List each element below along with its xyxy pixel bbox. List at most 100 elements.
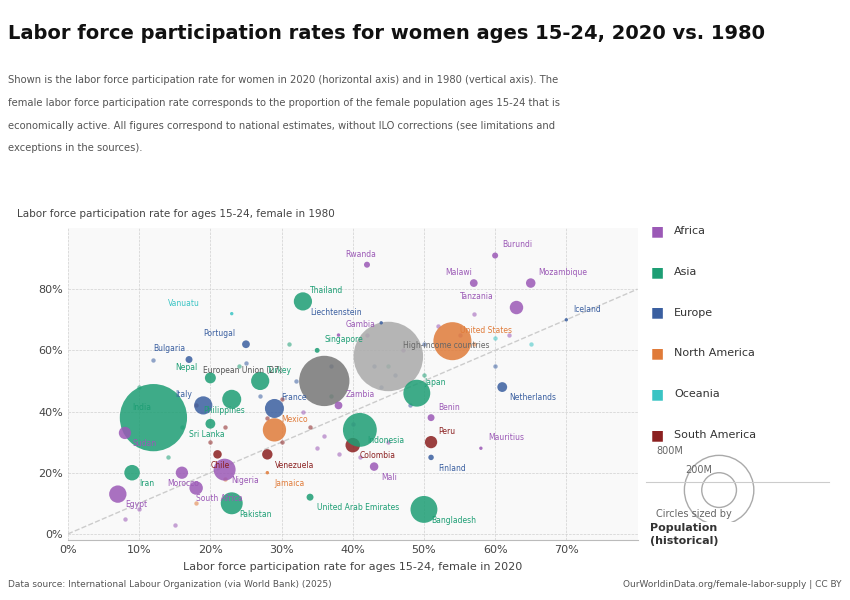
Point [275, 437, 288, 447]
Point [353, 425, 366, 434]
Text: Netherlands: Netherlands [509, 394, 557, 403]
Text: South America: South America [674, 430, 756, 440]
Text: Malawi: Malawi [445, 268, 472, 277]
Text: Iceland: Iceland [574, 305, 601, 314]
Point [403, 401, 416, 410]
Text: United Arab Emirates: United Arab Emirates [317, 503, 400, 512]
Text: Peru: Peru [439, 427, 456, 436]
Point [118, 428, 132, 438]
Point [382, 437, 395, 447]
Text: South Africa: South Africa [196, 494, 243, 503]
Point [431, 321, 445, 331]
Point [332, 330, 345, 340]
Point [182, 355, 196, 364]
Text: ■: ■ [650, 387, 663, 401]
Text: 200M: 200M [685, 465, 712, 475]
Text: female labor force participation rate corresponds to the proportion of the femal: female labor force participation rate co… [8, 98, 560, 108]
Text: Our World
in Data: Our World in Data [706, 22, 773, 50]
Point [318, 376, 332, 386]
X-axis label: Labor force participation rate for ages 15-24, female in 2020: Labor force participation rate for ages … [183, 562, 523, 572]
Point [196, 401, 210, 410]
Point [353, 452, 366, 462]
Point [488, 251, 502, 260]
Point [382, 361, 395, 370]
Point [417, 505, 431, 514]
Point [488, 334, 502, 343]
Text: Sri Lanka: Sri Lanka [189, 430, 224, 439]
Point [310, 346, 324, 355]
Point [559, 315, 573, 325]
Text: Chile: Chile [210, 461, 230, 470]
Point [712, 485, 726, 495]
Text: economically active. All figures correspond to national estimates, without ILO c: economically active. All figures corresp… [8, 121, 556, 131]
Point [161, 452, 174, 462]
Text: Burundi: Burundi [502, 241, 532, 250]
Text: Bulgaria: Bulgaria [153, 344, 185, 353]
Text: Mozambique: Mozambique [538, 268, 586, 277]
Point [146, 355, 160, 364]
Point [133, 505, 146, 514]
Text: Egypt: Egypt [125, 500, 147, 509]
Text: Circles sized by: Circles sized by [656, 509, 732, 518]
Point [332, 401, 345, 410]
Point [133, 382, 146, 392]
Point [445, 337, 459, 346]
Point [232, 361, 246, 370]
Point [203, 437, 217, 447]
Text: Iran: Iran [139, 479, 155, 488]
Point [496, 382, 509, 392]
Text: Rwanda: Rwanda [346, 250, 377, 259]
Text: Nepal: Nepal [175, 363, 197, 372]
Text: Shown is the labor force participation rate for women in 2020 (horizontal axis) : Shown is the labor force participation r… [8, 75, 558, 85]
Text: Turkey: Turkey [267, 366, 292, 375]
Text: Jamaica: Jamaica [275, 479, 304, 488]
Text: ■: ■ [650, 305, 663, 320]
Point [268, 425, 281, 434]
Point [374, 382, 388, 392]
Point [211, 449, 224, 459]
Point [396, 346, 410, 355]
Point [346, 440, 360, 450]
Text: Morocco: Morocco [167, 479, 200, 488]
Point [467, 340, 480, 349]
Text: Tanzania: Tanzania [460, 292, 493, 301]
Point [225, 309, 239, 319]
Point [325, 361, 338, 370]
Point [289, 376, 303, 386]
Point [118, 514, 132, 523]
Point [388, 370, 402, 380]
Point [125, 468, 139, 478]
Text: Indonesia: Indonesia [367, 436, 404, 445]
Text: Philippines: Philippines [203, 406, 245, 415]
Point [225, 499, 239, 508]
Point [190, 499, 203, 508]
Point [424, 413, 438, 422]
Point [203, 373, 217, 383]
Point [424, 437, 438, 447]
Text: France: France [281, 394, 307, 403]
Point [374, 318, 388, 328]
Point [367, 361, 381, 370]
Point [524, 278, 537, 288]
Text: Nigeria: Nigeria [232, 476, 259, 485]
Point [218, 474, 231, 484]
Point [360, 260, 374, 269]
Point [303, 422, 317, 431]
Text: ■: ■ [650, 346, 663, 361]
Text: Vanuatu: Vanuatu [167, 299, 200, 308]
Point [360, 330, 374, 340]
Point [260, 413, 274, 422]
Text: Oceania: Oceania [674, 389, 720, 399]
Text: Pakistan: Pakistan [239, 509, 271, 518]
Text: Finland: Finland [439, 464, 466, 473]
Text: Africa: Africa [674, 226, 706, 236]
Point [346, 419, 360, 428]
Point [190, 401, 203, 410]
Point [417, 370, 431, 380]
Text: Mauritius: Mauritius [488, 433, 524, 442]
Point [218, 422, 231, 431]
Point [225, 394, 239, 404]
Point [332, 449, 345, 459]
Point [253, 391, 267, 401]
Point [474, 443, 488, 453]
